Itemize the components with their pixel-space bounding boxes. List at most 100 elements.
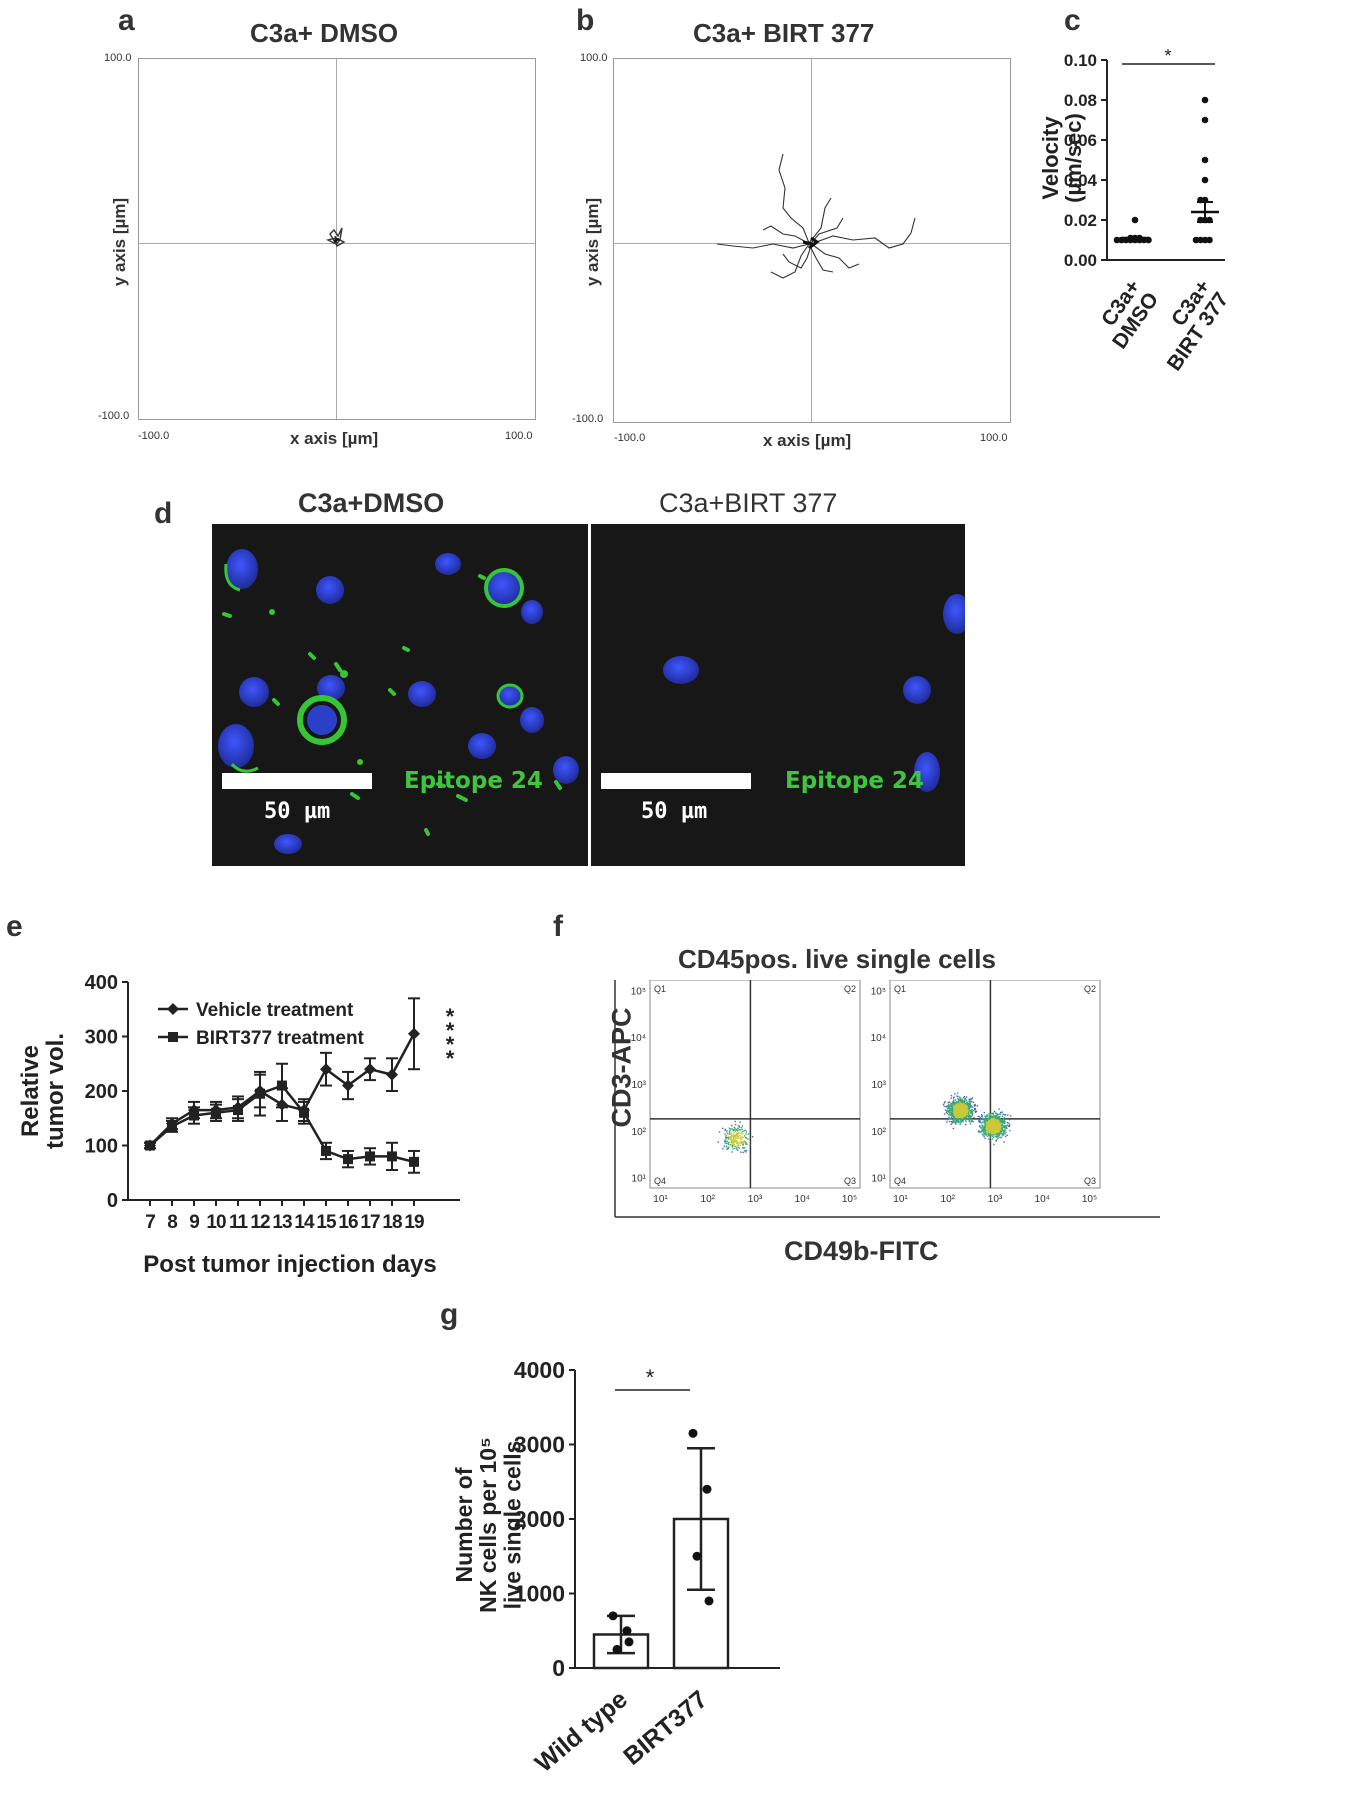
panel-d-right-title: C3a+BIRT 377 xyxy=(659,488,838,518)
e-x-tick-label: 16 xyxy=(338,1212,358,1233)
e-data-point xyxy=(255,1088,265,1099)
f-event-dot xyxy=(995,1126,998,1129)
f-event-dot xyxy=(1003,1132,1005,1134)
f-event-dot xyxy=(992,1135,994,1138)
f-event-dot xyxy=(947,1102,949,1104)
f-event-dot xyxy=(943,1102,946,1104)
f-event-dot xyxy=(964,1112,966,1114)
c-category-label: C3a+DMSO xyxy=(1090,276,1163,353)
f-event-dot xyxy=(991,1112,994,1115)
f-event-dot xyxy=(983,1119,985,1121)
f-event-dot xyxy=(981,1128,983,1131)
f-event-dot xyxy=(1004,1114,1007,1116)
f-event-dot xyxy=(947,1104,950,1106)
f-y-tick-label: 10² xyxy=(872,1127,887,1138)
f-event-dot xyxy=(953,1115,955,1118)
g-data-point xyxy=(688,1428,698,1438)
f-event-dot xyxy=(990,1117,992,1119)
f-event-dot xyxy=(988,1123,990,1125)
f-event-dot xyxy=(951,1107,953,1109)
f-event-dot xyxy=(980,1131,982,1133)
f-event-dot xyxy=(967,1106,969,1108)
g-data-point xyxy=(608,1611,618,1621)
f-event-dot xyxy=(1001,1134,1004,1137)
f-event-dot xyxy=(743,1135,746,1137)
panel-f-x-label: CD49b-FITC xyxy=(784,1236,939,1266)
f-event-dot xyxy=(954,1109,956,1111)
f-event-dot xyxy=(743,1141,745,1143)
f-event-dot xyxy=(952,1097,955,1099)
f-event-dot xyxy=(995,1132,998,1134)
f-event-dot xyxy=(728,1137,731,1140)
f-event-dot xyxy=(951,1108,954,1111)
f-event-dot xyxy=(994,1129,996,1131)
f-event-dot xyxy=(954,1102,957,1104)
f-event-dot xyxy=(986,1118,988,1121)
f-event-dot xyxy=(960,1101,963,1103)
f-event-dot xyxy=(996,1123,998,1126)
f-event-dot xyxy=(738,1129,740,1131)
f-quadrant-label: Q2 xyxy=(844,984,856,994)
f-event-dot xyxy=(960,1120,962,1122)
f-event-dot xyxy=(956,1112,958,1114)
f-event-dot xyxy=(998,1126,1000,1128)
f-event-dot xyxy=(961,1117,963,1119)
f-event-dot xyxy=(996,1130,999,1133)
micrograph-divider xyxy=(588,524,591,866)
f-event-dot xyxy=(984,1123,987,1126)
f-event-dot xyxy=(966,1111,969,1113)
f-event-dot xyxy=(963,1108,965,1110)
f-event-dot xyxy=(946,1107,949,1110)
g-y-tick-label: 2000 xyxy=(514,1506,565,1532)
c-data-point xyxy=(1131,216,1139,224)
f-x-tick-label: 10⁴ xyxy=(1035,1194,1050,1205)
f-event-dot xyxy=(962,1101,964,1104)
f-event-dot xyxy=(986,1135,989,1138)
panel-d-letter: d xyxy=(154,497,173,530)
c-data-point xyxy=(1201,176,1209,184)
f-event-dot xyxy=(737,1141,740,1143)
f-event-dot xyxy=(956,1120,959,1122)
f-event-dot xyxy=(971,1114,974,1117)
f-event-dot xyxy=(747,1138,749,1140)
f-event-dot xyxy=(951,1102,953,1105)
f-event-dot xyxy=(990,1134,992,1137)
f-event-dot xyxy=(1003,1121,1005,1123)
f-event-dot xyxy=(731,1146,734,1148)
g-data-point xyxy=(692,1551,702,1561)
f-event-dot xyxy=(745,1133,747,1135)
f-event-dot xyxy=(997,1124,999,1126)
f-event-dot xyxy=(1002,1129,1004,1132)
f-event-dot xyxy=(980,1127,982,1129)
f-event-dot xyxy=(725,1145,728,1147)
f-event-dot xyxy=(993,1131,996,1134)
f-event-dot xyxy=(960,1105,962,1108)
f-event-dot xyxy=(948,1106,950,1108)
f-event-dot xyxy=(956,1108,959,1111)
f-event-dot xyxy=(738,1147,741,1149)
f-event-dot xyxy=(1002,1132,1005,1134)
f-event-dot xyxy=(1000,1124,1003,1126)
f-event-dot xyxy=(963,1114,965,1117)
f-event-dot xyxy=(1001,1126,1003,1129)
f-event-dot xyxy=(717,1141,719,1144)
f-event-dot xyxy=(1007,1125,1009,1127)
f-event-dot xyxy=(949,1114,952,1116)
f-event-dot xyxy=(998,1135,1000,1137)
f-event-dot xyxy=(993,1122,996,1124)
f-event-dot xyxy=(993,1110,996,1113)
f-event-dot xyxy=(959,1107,961,1110)
f-event-dot xyxy=(954,1121,957,1124)
f-event-dot xyxy=(957,1102,959,1105)
f-event-dot xyxy=(1004,1135,1007,1138)
f-x-tick-label: 10² xyxy=(701,1194,716,1205)
f-event-dot xyxy=(996,1116,999,1119)
f-event-dot xyxy=(956,1103,958,1105)
f-event-dot xyxy=(988,1117,991,1120)
f-event-dot xyxy=(956,1092,959,1094)
f-event-dot xyxy=(987,1124,990,1126)
c-y-axis-label: Velocity(µm/sec) xyxy=(1040,113,1086,203)
f-event-dot xyxy=(978,1130,981,1132)
f-event-dot xyxy=(998,1117,1001,1120)
f-event-dot xyxy=(984,1129,986,1131)
